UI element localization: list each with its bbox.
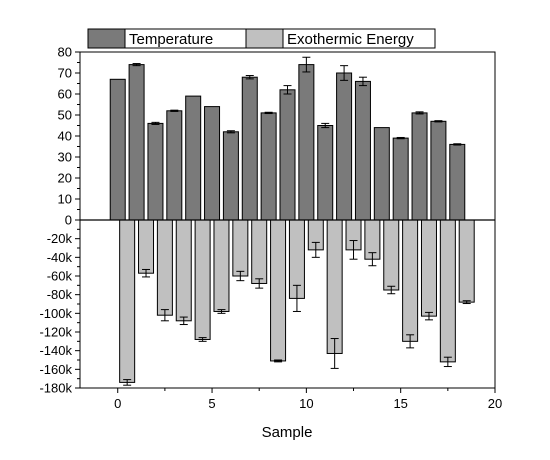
- temperature-bar: [185, 95, 202, 221]
- temperature-bar: [147, 122, 164, 221]
- temperature-bar: [204, 106, 221, 221]
- legend: Temperature Exothermic Energy: [87, 28, 436, 49]
- exothermic-energy-bar: [175, 219, 192, 322]
- y-tick-label: 60: [58, 87, 72, 102]
- temperature-bar: [449, 143, 466, 221]
- legend-box-exothermic-energy: [282, 28, 436, 49]
- temperature-bar: [279, 89, 296, 221]
- y-tick-label: 70: [58, 66, 72, 81]
- exothermic-energy-bar: [402, 219, 419, 342]
- temperature-bar: [373, 127, 390, 221]
- legend-swatch-temperature: [87, 28, 126, 49]
- y-tick-label: -140k: [39, 343, 72, 358]
- axes-layer: 01020304050607080-20k-40k-60k-80k-100k-1…: [39, 45, 502, 412]
- y-tick-label: -180k: [39, 381, 72, 396]
- exothermic-energy-bar: [194, 219, 211, 340]
- y-tick-label: 30: [58, 150, 72, 165]
- temperature-bar: [109, 78, 126, 221]
- exothermic-energy-bar: [270, 219, 287, 362]
- x-tick-label: 0: [114, 396, 121, 411]
- y-tick-label: -60k: [47, 269, 73, 284]
- exothermic-energy-bar: [420, 219, 437, 317]
- x-tick-label: 5: [208, 396, 215, 411]
- x-tick-label: 15: [393, 396, 407, 411]
- legend-swatch-exothermic-energy: [245, 28, 284, 49]
- temperature-bar: [430, 120, 447, 221]
- y-tick-label: -100k: [39, 306, 72, 321]
- exothermic-energy-bar: [213, 219, 230, 312]
- y-tick-label: 50: [58, 108, 72, 123]
- y-tick-label: -80k: [47, 287, 73, 302]
- exothermic-energy-bar: [458, 219, 475, 303]
- exothermic-energy-bar: [138, 219, 155, 274]
- y-tick-label: 40: [58, 129, 72, 144]
- exothermic-energy-bar: [326, 219, 343, 354]
- y-tick-label: 20: [58, 171, 72, 186]
- temperature-bar: [354, 80, 371, 221]
- temperature-bar: [222, 131, 239, 221]
- exothermic-energy-bar: [383, 219, 400, 291]
- exothermic-energy-bar: [156, 219, 173, 316]
- x-axis-title: Sample: [262, 424, 313, 441]
- temperature-bar: [298, 64, 315, 221]
- temperature-bar: [336, 72, 353, 221]
- temperature-bar: [317, 125, 334, 221]
- y-tick-label: -160k: [39, 362, 72, 377]
- temperature-bar: [241, 76, 258, 221]
- temperature-bar: [166, 110, 183, 221]
- temperature-bar: [392, 137, 409, 221]
- bars-layer: [109, 56, 475, 386]
- x-tick-label: 10: [299, 396, 313, 411]
- y-tick-label: -40k: [47, 250, 73, 265]
- y-tick-label: 10: [58, 192, 72, 207]
- y-tick-label: -20k: [47, 231, 73, 246]
- exothermic-energy-bar: [251, 219, 268, 284]
- y-tick-label: 80: [58, 45, 72, 60]
- temperature-bar: [411, 112, 428, 221]
- temperature-bar: [128, 64, 145, 221]
- exothermic-energy-bar: [232, 219, 249, 277]
- exothermic-energy-bar: [119, 219, 136, 383]
- temperature-bar: [260, 112, 277, 221]
- legend-label-exothermic-energy: Exothermic Energy: [287, 31, 414, 48]
- legend-label-temperature: Temperature: [129, 31, 213, 48]
- y-tick-label: -120k: [39, 325, 72, 340]
- exothermic-energy-bar: [439, 219, 456, 363]
- y-tick-label: 0: [65, 213, 72, 228]
- x-tick-label: 20: [488, 396, 502, 411]
